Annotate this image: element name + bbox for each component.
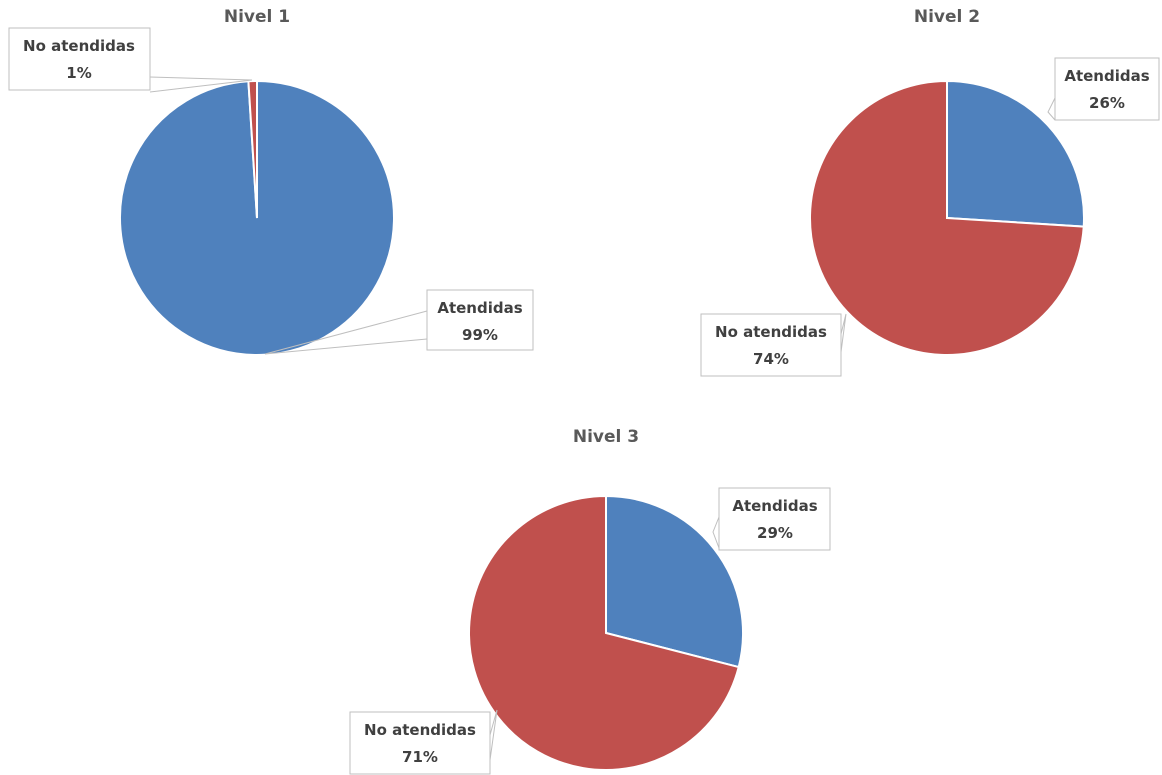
pie-slice-atendidas	[946, 79, 1085, 228]
pie-slice-no-atendidas	[468, 494, 740, 771]
pie-chart-nivel-1: Nivel 1 No atendidas 1% Atendidas 99%	[8, 7, 534, 356]
label-box-nivel-3-atendidas	[718, 487, 831, 551]
label-name-nivel-3-atendidas: Atendidas	[732, 497, 817, 515]
leader-line-nivel-3-no-atendidas	[489, 709, 498, 761]
data-label-nivel-3-atendidas: Atendidas 29%	[712, 487, 831, 551]
leader-line-nivel-1-atendidas	[264, 310, 428, 355]
pie-chart-nivel-2: Nivel 2 Atendidas 26% No atendidas 74%	[700, 7, 1160, 377]
leader-line-nivel-3-atendidas	[712, 516, 720, 549]
data-label-nivel-2-no-atendidas: No atendidas 74%	[700, 313, 847, 377]
chart-title-nivel-2: Nivel 2	[914, 7, 980, 27]
label-name-nivel-1-atendidas: Atendidas	[437, 299, 522, 317]
label-name-nivel-2-no-atendidas: No atendidas	[715, 323, 827, 341]
label-name-nivel-2-atendidas: Atendidas	[1064, 67, 1149, 85]
label-name-nivel-1-no-atendidas: No atendidas	[23, 37, 135, 55]
label-box-nivel-2-no-atendidas	[700, 313, 842, 377]
label-value-nivel-1-atendidas: 99%	[462, 326, 498, 344]
data-label-nivel-1-no-atendidas: No atendidas 1%	[8, 27, 253, 93]
pie-slice-atendidas	[605, 494, 744, 669]
chart-title-nivel-1: Nivel 1	[224, 7, 290, 27]
pie-slice-no-atendidas	[809, 79, 1085, 356]
leader-line-nivel-2-atendidas	[1047, 97, 1056, 121]
label-value-nivel-3-no-atendidas: 71%	[402, 748, 438, 766]
label-box-nivel-2-atendidas	[1054, 57, 1160, 121]
label-value-nivel-3-atendidas: 29%	[757, 524, 793, 542]
data-label-nivel-3-no-atendidas: No atendidas 71%	[349, 709, 498, 775]
leader-line-nivel-2-no-atendidas	[840, 313, 847, 353]
label-box-nivel-1-no-atendidas	[8, 27, 151, 91]
label-value-nivel-1-no-atendidas: 1%	[66, 64, 91, 82]
data-label-nivel-1-atendidas: Atendidas 99%	[264, 289, 534, 355]
pie-slice-no-atendidas	[247, 79, 258, 219]
chart-title-nivel-3: Nivel 3	[573, 427, 639, 447]
data-label-nivel-2-atendidas: Atendidas 26%	[1047, 57, 1160, 121]
pie-chart-nivel-3: Nivel 3 Atendidas 29% No atendidas 71%	[349, 427, 831, 775]
label-value-nivel-2-atendidas: 26%	[1089, 94, 1125, 112]
slices-nivel-1	[119, 79, 395, 356]
label-name-nivel-3-no-atendidas: No atendidas	[364, 721, 476, 739]
slices-nivel-2	[809, 79, 1085, 356]
label-value-nivel-2-no-atendidas: 74%	[753, 350, 789, 368]
label-box-nivel-1-atendidas	[426, 289, 534, 351]
label-box-nivel-3-no-atendidas	[349, 711, 491, 775]
slices-nivel-3	[468, 494, 744, 771]
leader-line-nivel-1-no-atendidas	[149, 76, 253, 93]
